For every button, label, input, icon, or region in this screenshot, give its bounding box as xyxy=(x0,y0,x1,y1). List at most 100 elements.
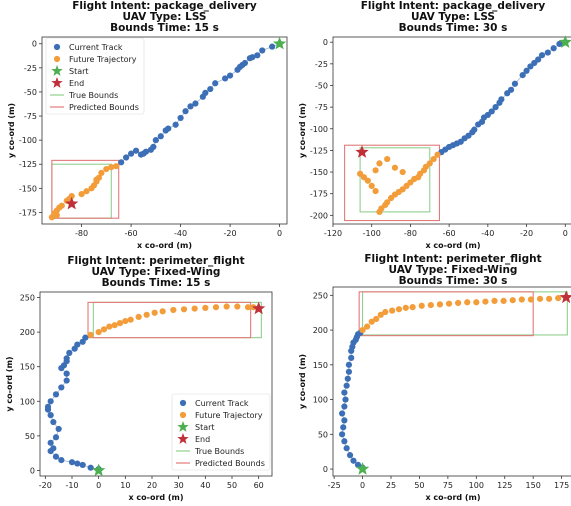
future-trajectory-point xyxy=(536,295,544,302)
legend-box xyxy=(171,393,271,471)
future-trajectory-point xyxy=(159,308,166,315)
current-track-point xyxy=(345,368,353,375)
future-trajectory-point xyxy=(95,329,102,336)
current-track-point xyxy=(346,452,354,459)
future-trajectory-point xyxy=(48,214,55,221)
current-track-point xyxy=(341,403,348,410)
future-trajectory-point xyxy=(202,304,209,312)
current-track-point xyxy=(338,410,346,417)
future-trajectory-point xyxy=(180,306,188,313)
current-track-point xyxy=(182,108,189,115)
current-track-point xyxy=(152,137,159,144)
current-track-point xyxy=(341,417,348,424)
current-track-point xyxy=(259,47,266,54)
current-track-point xyxy=(269,43,276,50)
current-track-point xyxy=(343,445,350,452)
plot-frame xyxy=(39,291,273,477)
future-trajectory-point xyxy=(391,164,399,171)
x-tick-label: 50 xyxy=(227,481,237,490)
chart-title-line: Flight Intent: perimeter_flight xyxy=(364,253,541,265)
future-trajectory-point xyxy=(368,318,375,325)
current-track-point xyxy=(118,159,125,166)
future-trajectory-point xyxy=(518,296,525,303)
y-tick-label: 50 xyxy=(25,432,35,441)
x-tick-label: -60 xyxy=(125,229,138,238)
y-tick-label: -25 xyxy=(24,64,37,73)
future-trajectory-point xyxy=(143,311,150,318)
future-trajectory-point xyxy=(88,185,95,192)
current-track-point xyxy=(187,103,194,110)
current-track-point xyxy=(68,459,76,466)
y-tick-label: 200 xyxy=(313,326,328,335)
current-track-point xyxy=(47,412,54,419)
legend-marker-future xyxy=(179,411,187,419)
y-tick-label: -25 xyxy=(315,60,328,69)
current-track-point xyxy=(162,127,169,134)
legend-label: Predicted Bounds xyxy=(69,103,139,112)
future-trajectory-point xyxy=(372,188,379,195)
chart-title-line: UAV Type: Fixed-Wing xyxy=(389,264,518,276)
current-track-point xyxy=(212,80,219,87)
y-tick-label: 0 xyxy=(323,38,328,47)
chart-title-line: Bounds Time: 15 s xyxy=(110,22,219,34)
current-track-point xyxy=(63,355,70,362)
predicted-bounds-rect xyxy=(344,144,441,222)
legend-marker-end xyxy=(51,77,63,88)
future-trajectory-point xyxy=(384,155,391,163)
current-track-point xyxy=(63,377,70,384)
future-trajectory-point xyxy=(127,316,134,323)
current-track-point xyxy=(354,461,362,468)
future-trajectory-point xyxy=(455,299,462,307)
future-trajectory-point xyxy=(377,311,384,318)
current-track-point xyxy=(199,93,206,100)
current-track-point xyxy=(132,147,140,154)
future-trajectory-point xyxy=(376,160,383,167)
future-trajectory-point xyxy=(500,297,507,304)
x-tick-label: 100 xyxy=(469,481,484,490)
x-tick-label: -40 xyxy=(174,229,187,238)
current-track-point xyxy=(47,398,54,405)
future-trajectory-point xyxy=(356,170,364,177)
y-tick-label: 50 xyxy=(318,430,328,439)
start-star-marker xyxy=(558,35,571,48)
future-trajectory-point xyxy=(100,326,108,333)
y-tick-label: -75 xyxy=(315,103,328,112)
current-track-point xyxy=(475,121,482,128)
current-track-point xyxy=(82,334,89,341)
future-trajectory-point xyxy=(108,164,115,171)
future-trajectory-point xyxy=(103,165,110,173)
legend: Current Track Future Trajectory Start End Tr… xyxy=(45,37,145,115)
plot-frame xyxy=(332,36,571,225)
y-tick-label: -175 xyxy=(310,190,328,199)
future-trajectory-point xyxy=(373,315,380,323)
legend-label: Start xyxy=(69,67,89,76)
chart-title-line: Bounds Time: 30 s xyxy=(399,22,508,34)
y-axis-label: y co-ord (m) xyxy=(298,354,307,409)
legend-label: Start xyxy=(195,423,215,432)
future-trajectory-point xyxy=(402,304,409,311)
legend-label: True Bounds xyxy=(194,447,244,456)
y-tick-label: -50 xyxy=(24,88,37,97)
future-trajectory-point xyxy=(389,307,396,314)
legend-label: Future Trajectory xyxy=(195,411,263,420)
x-tick-label: 40 xyxy=(200,481,210,490)
legend-label: Current Track xyxy=(69,43,123,52)
legend-label: End xyxy=(195,435,210,444)
predicted-bounds-rect xyxy=(87,301,252,339)
legend-marker-current xyxy=(179,399,187,407)
y-tick-label: -150 xyxy=(19,184,37,193)
future-trajectory-point xyxy=(83,188,90,195)
y-tick-label: 250 xyxy=(20,294,35,303)
y-tick-label: 100 xyxy=(313,396,328,405)
current-track-point xyxy=(234,66,241,73)
current-track-point xyxy=(192,100,199,107)
current-track-point xyxy=(344,375,351,382)
x-tick-label: -60 xyxy=(443,229,456,238)
future-trajectory-point xyxy=(368,182,375,190)
y-tick-label: 200 xyxy=(20,328,35,337)
current-track-point xyxy=(172,121,179,128)
x-tick-label: -40 xyxy=(481,229,494,238)
